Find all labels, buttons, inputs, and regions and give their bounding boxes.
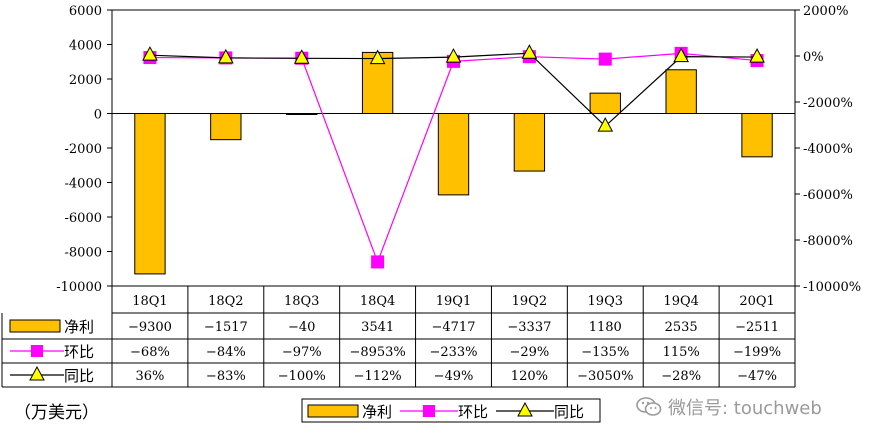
category-label: 19Q2 xyxy=(512,294,547,309)
left-tick-label: -2000 xyxy=(65,142,102,157)
category-label: 20Q1 xyxy=(739,294,774,309)
cell-value: −1517 xyxy=(204,320,248,335)
right-tick-label: -8000% xyxy=(803,234,853,249)
bar xyxy=(286,113,318,115)
left-tick-label: 4000 xyxy=(69,39,102,54)
left-tick-label: 6000 xyxy=(69,4,102,19)
cell-value: −112% xyxy=(354,369,402,384)
cell-value: −8953% xyxy=(349,345,405,360)
legend-yoy-marker xyxy=(517,401,533,417)
yoy-key-marker xyxy=(29,365,45,381)
legend-label-yoy: 同比 xyxy=(554,403,584,421)
bar xyxy=(589,92,621,114)
row-name-同比: 同比 xyxy=(64,367,94,385)
watermark-text: 微信号: touchweb xyxy=(668,398,822,419)
yoy-point xyxy=(445,48,462,63)
cell-value: −2511 xyxy=(735,320,779,335)
cell-value: 2535 xyxy=(665,320,698,335)
bar xyxy=(513,113,546,172)
cell-value: −199% xyxy=(733,345,781,360)
cell-value: −3337 xyxy=(507,320,551,335)
cell-value: 3541 xyxy=(361,320,394,335)
data-table: 18Q1 18Q2 18Q3 18Q4 19Q1 19Q2 19Q3 19Q4 20Q1 净利 −9… xyxy=(1,286,796,388)
left-tick-label: -4000 xyxy=(65,177,102,192)
legend-bar-key xyxy=(307,404,359,418)
qoq-point xyxy=(371,255,385,269)
category-label: 19Q4 xyxy=(663,294,698,309)
cell-value: −49% xyxy=(434,369,474,384)
cell-value: −84% xyxy=(206,345,246,360)
bar xyxy=(741,113,773,158)
yoy-point xyxy=(142,46,158,61)
watermark: 微信号: touchweb xyxy=(636,394,822,420)
cell-value: −47% xyxy=(737,369,777,384)
cell-value: −4717 xyxy=(432,320,476,335)
cell-value: −28% xyxy=(661,369,701,384)
right-tick-label: -4000% xyxy=(803,142,853,157)
qoq-point xyxy=(598,52,612,66)
unit-label: （万美元） xyxy=(14,403,99,423)
ratio-lines xyxy=(142,44,765,269)
yoy-point xyxy=(217,48,234,64)
cell-value: 120% xyxy=(511,369,548,384)
cell-value: −100% xyxy=(278,369,326,384)
right-tick-label: 2000% xyxy=(803,4,848,19)
legend-qoq-marker xyxy=(423,405,435,417)
yoy-point xyxy=(673,47,690,63)
cell-value: 1180 xyxy=(589,320,622,335)
category-label: 18Q4 xyxy=(360,294,395,309)
cell-value: 115% xyxy=(663,345,700,360)
left-tick-label: 2000 xyxy=(69,73,102,88)
right-tick-label: -6000% xyxy=(803,188,853,203)
legend: 净利 环比 同比 xyxy=(301,398,601,423)
cell-value: −97% xyxy=(282,345,322,360)
net-profit-key xyxy=(9,319,61,333)
legend-label-qoq: 环比 xyxy=(458,403,488,421)
right-axis: 2000% 0% -2000% -4000% -6000% -8000% -10000% xyxy=(795,4,861,295)
category-label: 18Q3 xyxy=(284,294,319,309)
row-name-环比: 环比 xyxy=(64,343,94,361)
right-tick-label: -2000% xyxy=(803,96,853,111)
left-tick-label: 0 xyxy=(94,108,102,123)
yoy-point xyxy=(521,44,538,59)
category-label: 18Q2 xyxy=(208,294,243,309)
yoy-point xyxy=(749,48,765,63)
category-label: 19Q3 xyxy=(588,294,623,309)
bar xyxy=(210,113,242,141)
left-tick-label: -8000 xyxy=(65,246,102,261)
left-tick-label: -10000 xyxy=(56,280,102,295)
cell-value: −83% xyxy=(206,369,246,384)
cell-value: −40 xyxy=(288,320,315,335)
cell-value: −9300 xyxy=(128,320,172,335)
right-tick-label: -10000% xyxy=(803,280,861,295)
cell-value: 36% xyxy=(135,369,164,384)
bar xyxy=(134,113,166,275)
cell-value: −135% xyxy=(581,345,629,360)
yoy-point xyxy=(597,117,614,132)
legend-label-net-profit: 净利 xyxy=(362,403,392,421)
cell-value: −68% xyxy=(130,345,170,360)
category-label: 19Q1 xyxy=(436,294,471,309)
bar xyxy=(665,69,697,114)
net-profit-bars xyxy=(134,51,773,275)
category-label: 18Q1 xyxy=(132,294,167,309)
qoq-key-marker xyxy=(31,345,43,357)
row-name-净利: 净利 xyxy=(64,318,94,336)
yoy-point xyxy=(293,49,310,64)
bar xyxy=(437,113,470,196)
wechat-icon xyxy=(636,397,662,416)
yoy-point xyxy=(369,49,386,65)
cell-value: −3050% xyxy=(577,369,633,384)
cell-value: −233% xyxy=(429,345,477,360)
left-axis: 6000 4000 2000 0 -2000 -4000 -6000 -8000 -10000 xyxy=(56,4,112,295)
right-tick-label: 0% xyxy=(803,50,824,65)
left-tick-label: -6000 xyxy=(65,211,102,226)
cell-value: −29% xyxy=(509,345,549,360)
